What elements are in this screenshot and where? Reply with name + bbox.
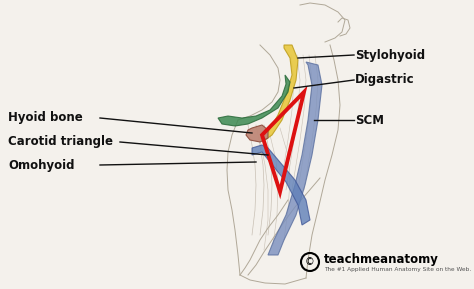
Polygon shape xyxy=(252,145,310,225)
Text: ©: © xyxy=(305,257,315,267)
Polygon shape xyxy=(218,75,290,126)
Text: SCM: SCM xyxy=(355,114,384,127)
Text: teachmeanatomy: teachmeanatomy xyxy=(324,253,439,266)
Text: Digastric: Digastric xyxy=(355,73,415,86)
Text: Hyoid bone: Hyoid bone xyxy=(8,112,83,125)
Polygon shape xyxy=(260,45,298,140)
Text: Carotid triangle: Carotid triangle xyxy=(8,136,113,149)
Polygon shape xyxy=(246,125,268,142)
Text: Omohyoid: Omohyoid xyxy=(8,158,74,171)
Polygon shape xyxy=(268,62,322,255)
Text: Stylohyoid: Stylohyoid xyxy=(355,49,425,62)
Text: The #1 Applied Human Anatomy Site on the Web.: The #1 Applied Human Anatomy Site on the… xyxy=(324,266,471,271)
